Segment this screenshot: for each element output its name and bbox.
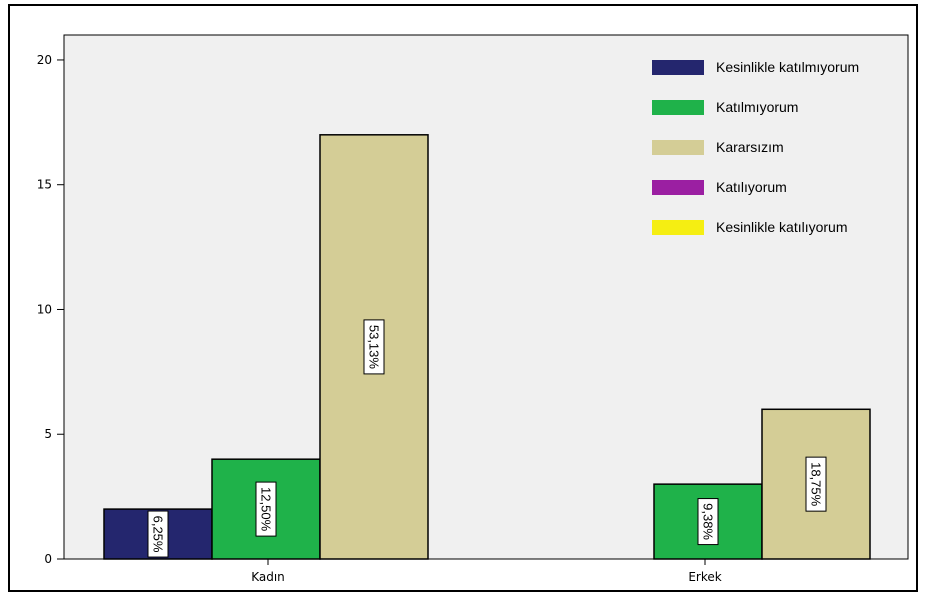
y-tick-label: 5 (44, 427, 52, 441)
data-label-box (697, 498, 719, 546)
data-label: 18,75% (809, 462, 824, 507)
x-tick-label: Kadın (251, 570, 285, 584)
y-tick-label: 15 (37, 178, 52, 192)
legend: Kesinlikle katılmıyorum Katılmıyorum Karar… (652, 59, 859, 235)
data-label: 53,13% (367, 325, 382, 370)
legend-swatch (652, 220, 704, 235)
y-tick-label: 0 (44, 552, 52, 566)
legend-swatch (652, 180, 704, 195)
legend-label: Kararsızım (716, 139, 784, 155)
data-label: 9,38% (701, 503, 716, 540)
data-label-box (805, 456, 827, 512)
data-label: 6,25% (151, 516, 166, 553)
data-label: 12,50% (259, 487, 274, 532)
data-label-box (255, 481, 277, 537)
legend-swatch (652, 60, 704, 75)
legend-swatch (652, 140, 704, 155)
legend-label: Katılıyorum (716, 179, 787, 195)
legend-label: Katılmıyorum (716, 99, 798, 115)
legend-label: Kesinlikle katılıyorum (716, 219, 848, 235)
y-tick-label: 20 (37, 53, 52, 67)
legend-label: Kesinlikle katılmıyorum (716, 59, 859, 75)
data-label-box (363, 319, 385, 375)
x-axis: Kadın Erkek (251, 559, 722, 584)
x-tick-label: Erkek (688, 570, 721, 584)
bars-group: 6,25% 12,50% 53,13% 9,38% 18,75% (103, 134, 871, 560)
data-label-box (147, 510, 169, 558)
y-axis: 0 5 10 15 20 (37, 53, 64, 566)
y-tick-label: 10 (37, 302, 52, 316)
legend-swatch (652, 100, 704, 115)
